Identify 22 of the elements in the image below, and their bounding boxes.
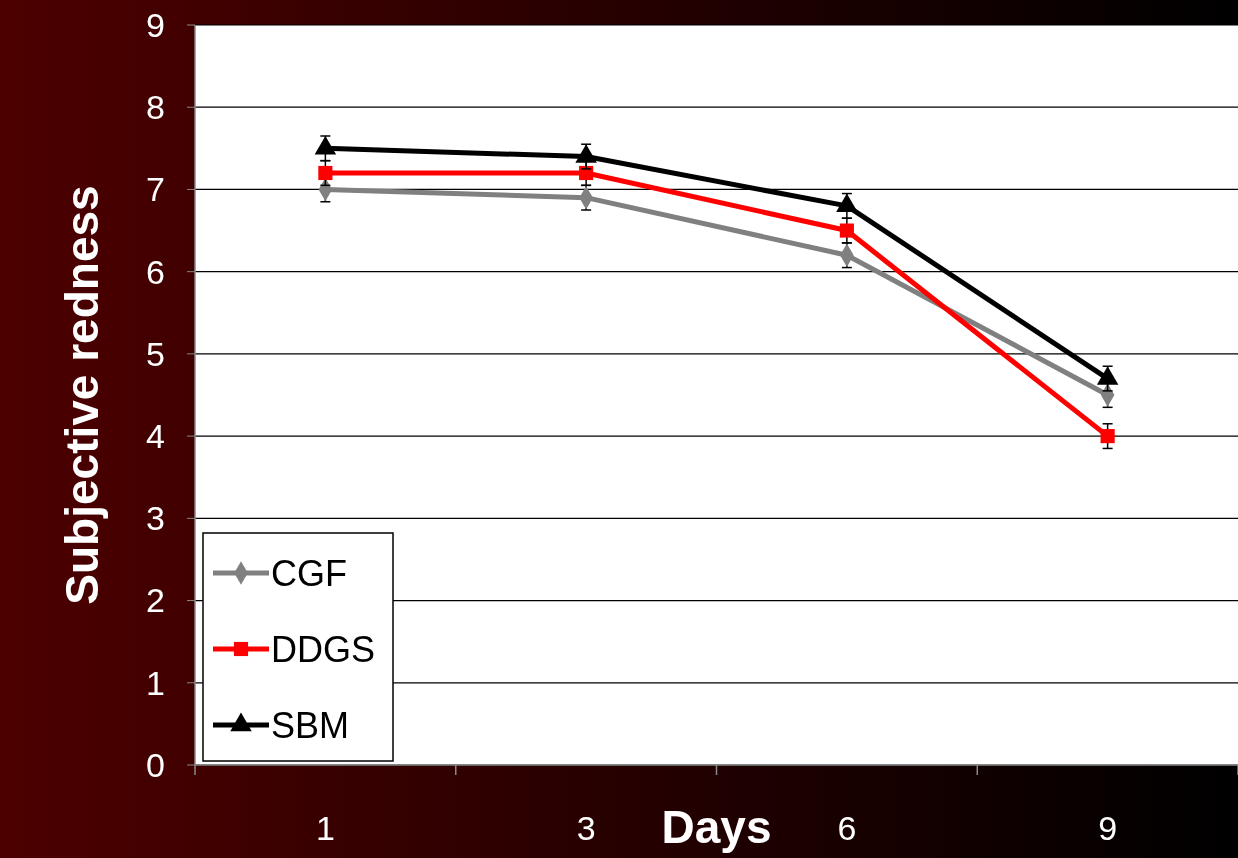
y-tick-label: 5	[146, 334, 165, 373]
y-tick-label: 0	[146, 745, 165, 784]
point	[839, 223, 854, 238]
x-tick-label: 9	[1098, 809, 1118, 847]
y-tick-label: 3	[146, 499, 165, 538]
legend-label: CGF	[271, 552, 347, 594]
y-tick-label: 7	[146, 170, 165, 209]
y-tick-label: 4	[146, 417, 165, 456]
point	[318, 165, 333, 181]
x-tick-label: 1	[315, 809, 335, 847]
y-tick-label: 2	[146, 581, 165, 620]
y-tick-label: 8	[146, 88, 165, 127]
x-tick-label: 6	[837, 809, 857, 847]
point	[1100, 429, 1115, 444]
x-axis-title: Days	[661, 801, 772, 853]
legend-label: DDGS	[271, 628, 376, 670]
y-tick-label: 6	[146, 252, 165, 291]
y-axis-title: Subjective redness	[56, 185, 108, 605]
y-tick-label: 1	[146, 663, 165, 702]
legend-label: SBM	[271, 704, 350, 746]
y-tick-label: 9	[146, 5, 165, 44]
x-tick-label: 3	[576, 809, 596, 847]
